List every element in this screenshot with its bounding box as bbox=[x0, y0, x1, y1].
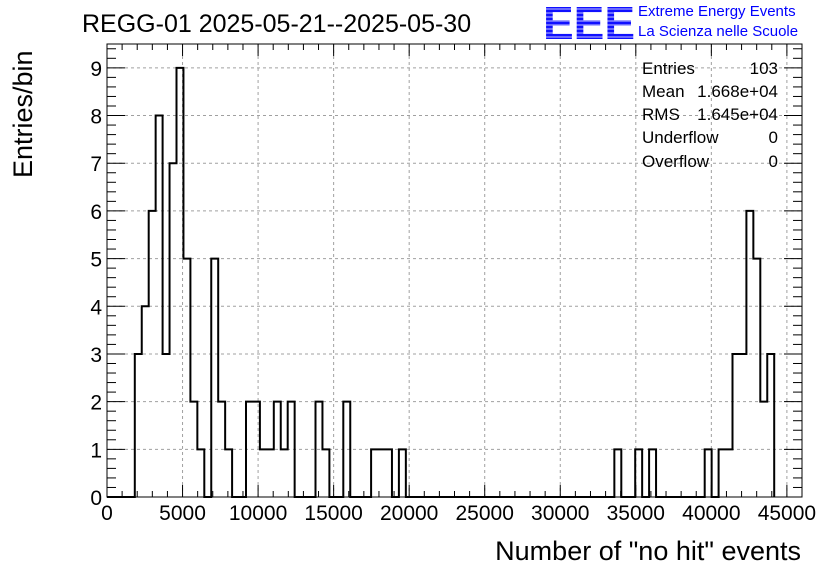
x-tick-label: 0 bbox=[101, 502, 113, 525]
histogram-bin bbox=[739, 354, 746, 497]
y-tick-label: 0 bbox=[90, 487, 102, 510]
histogram-bin bbox=[170, 163, 177, 497]
y-tick-label: 2 bbox=[90, 392, 102, 415]
y-axis-title: Entries/bin bbox=[8, 50, 38, 178]
stat-label: RMS bbox=[642, 105, 680, 124]
y-tick-label: 3 bbox=[90, 344, 102, 367]
histogram-bin bbox=[733, 354, 740, 497]
x-tick-label: 20000 bbox=[380, 502, 438, 525]
stat-row-underflow: Underflow 0 bbox=[642, 126, 778, 150]
stat-row-rms: RMS 1.645e+04 bbox=[642, 103, 778, 127]
histogram-bin bbox=[614, 449, 621, 497]
stat-value: 0 bbox=[768, 128, 778, 147]
histogram-bin bbox=[281, 449, 288, 497]
stat-row-entries: Entries 103 bbox=[642, 57, 778, 81]
histogram-bin bbox=[177, 68, 184, 497]
x-tick-labels: 0 5000 10000 15000 20000 25000 30000 35000 40000… bbox=[101, 502, 816, 525]
x-tick-label: 25000 bbox=[456, 502, 514, 525]
histogram-bin bbox=[705, 449, 712, 497]
x-tick-label: 45000 bbox=[758, 502, 816, 525]
axes bbox=[106, 43, 803, 498]
histogram-bin bbox=[135, 354, 142, 497]
x-axis-title: Number of "no hit" events bbox=[495, 536, 801, 566]
histogram-bin bbox=[719, 449, 726, 497]
histogram-bin bbox=[649, 449, 656, 497]
histogram-bin bbox=[225, 449, 232, 497]
histogram-bin bbox=[385, 449, 392, 497]
y-tick-label: 5 bbox=[90, 249, 102, 272]
histogram-bin bbox=[197, 449, 204, 497]
histogram-bin bbox=[378, 449, 385, 497]
x-tick-label: 10000 bbox=[229, 502, 287, 525]
brand-text: Extreme Energy Events La Scienza nelle S… bbox=[638, 2, 798, 42]
histogram-bin bbox=[260, 449, 267, 497]
logo-text: EEE bbox=[543, 2, 635, 44]
histogram-bin bbox=[726, 449, 733, 497]
histogram-bin bbox=[183, 259, 190, 497]
y-tick-labels: 0 1 2 3 4 5 6 7 8 9 bbox=[90, 58, 102, 510]
stat-value: 1.668e+04 bbox=[697, 82, 778, 101]
stat-label: Entries bbox=[642, 59, 695, 78]
histogram-bin bbox=[753, 259, 760, 497]
stat-label: Overflow bbox=[642, 152, 710, 171]
histogram-bin bbox=[371, 449, 378, 497]
y-tick-label: 7 bbox=[90, 153, 102, 176]
stat-row-mean: Mean 1.668e+04 bbox=[642, 80, 778, 104]
histogram-bin bbox=[163, 354, 170, 497]
y-tick-label: 9 bbox=[90, 58, 102, 81]
chart-title: REGG-01 2025-05-21--2025-05-30 bbox=[82, 10, 472, 38]
histogram-bin bbox=[211, 259, 218, 497]
x-tick-label: 5000 bbox=[159, 502, 206, 525]
stat-label: Underflow bbox=[642, 128, 719, 147]
stat-row-overflow: Overflow 0 bbox=[642, 150, 778, 174]
brand-line-2: La Scienza nelle Scuole bbox=[638, 23, 799, 40]
histogram-bin bbox=[267, 449, 274, 497]
stat-value: 103 bbox=[749, 59, 778, 78]
histogram-bin bbox=[399, 449, 406, 497]
y-tick-label: 1 bbox=[90, 439, 102, 462]
brand-line-1: Extreme Energy Events bbox=[638, 3, 796, 20]
x-tick-label: 15000 bbox=[304, 502, 362, 525]
histogram-bin bbox=[767, 354, 774, 497]
y-tick-label: 6 bbox=[90, 201, 102, 224]
x-tick-label: 35000 bbox=[607, 502, 665, 525]
y-tick-label: 8 bbox=[90, 106, 102, 129]
histogram-bin bbox=[322, 449, 329, 497]
stat-value: 0 bbox=[768, 152, 778, 171]
y-tick-label: 4 bbox=[90, 296, 102, 319]
stat-label: Mean bbox=[642, 82, 685, 101]
stat-value: 1.645e+04 bbox=[697, 105, 778, 124]
x-tick-label: 40000 bbox=[682, 502, 740, 525]
x-tick-label: 30000 bbox=[531, 502, 589, 525]
eee-logo: EEE bbox=[543, 0, 638, 49]
